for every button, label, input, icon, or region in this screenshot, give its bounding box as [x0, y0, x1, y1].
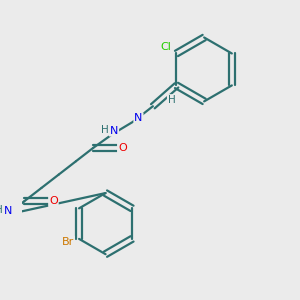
- Text: O: O: [49, 196, 58, 206]
- Text: Br: Br: [62, 237, 74, 247]
- Text: H: H: [101, 124, 109, 135]
- Text: H: H: [0, 206, 3, 215]
- Text: N: N: [134, 113, 142, 123]
- Text: O: O: [118, 143, 127, 153]
- Text: N: N: [4, 206, 13, 216]
- Text: Cl: Cl: [160, 42, 171, 52]
- Text: N: N: [110, 126, 118, 136]
- Text: H: H: [168, 95, 176, 105]
